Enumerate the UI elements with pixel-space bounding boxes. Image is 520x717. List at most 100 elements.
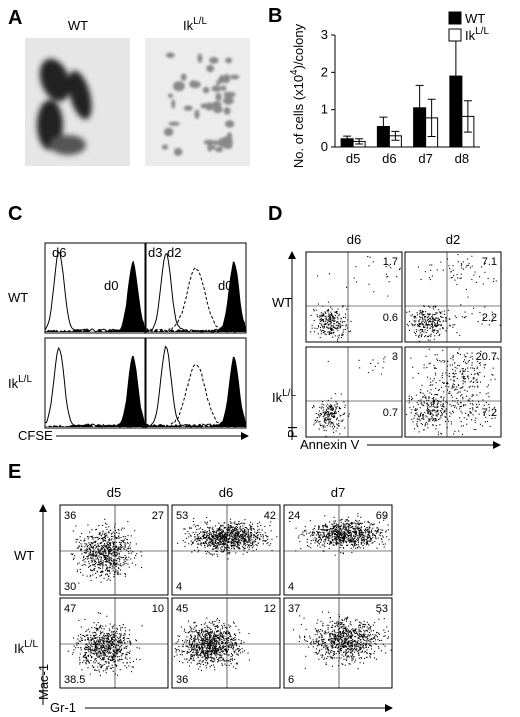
dot bbox=[345, 540, 347, 542]
dot bbox=[424, 329, 426, 331]
dot bbox=[92, 637, 94, 639]
dot bbox=[230, 542, 232, 544]
dot bbox=[120, 629, 122, 631]
dot bbox=[432, 326, 434, 328]
dot bbox=[197, 537, 199, 539]
dot bbox=[109, 633, 111, 635]
dot bbox=[84, 549, 86, 551]
dot bbox=[197, 525, 199, 527]
dot bbox=[422, 319, 424, 321]
dot bbox=[340, 524, 342, 526]
dot bbox=[206, 538, 208, 540]
dot bbox=[329, 421, 331, 423]
dot bbox=[465, 315, 467, 317]
dot bbox=[342, 553, 344, 555]
dot bbox=[173, 655, 175, 657]
dot bbox=[358, 538, 360, 540]
dot bbox=[377, 527, 379, 529]
dot bbox=[257, 537, 259, 539]
dot bbox=[74, 555, 76, 557]
dot bbox=[342, 523, 344, 525]
dot bbox=[241, 546, 243, 548]
dot bbox=[257, 525, 259, 527]
dot bbox=[222, 533, 224, 535]
dot bbox=[471, 355, 473, 357]
dot bbox=[98, 562, 100, 564]
dot bbox=[215, 548, 217, 550]
dot bbox=[211, 548, 213, 550]
dot bbox=[86, 548, 88, 550]
dot bbox=[99, 568, 101, 570]
dot bbox=[358, 546, 360, 548]
dot bbox=[328, 536, 330, 538]
dot bbox=[73, 637, 75, 639]
dot bbox=[124, 560, 126, 562]
dot bbox=[94, 560, 96, 562]
dot bbox=[355, 519, 357, 521]
dot bbox=[314, 537, 316, 539]
dot bbox=[323, 420, 325, 422]
dot bbox=[102, 636, 104, 638]
dot bbox=[436, 269, 438, 271]
dot bbox=[112, 647, 114, 649]
dot bbox=[337, 537, 339, 539]
dot bbox=[314, 419, 316, 421]
dot bbox=[450, 405, 452, 407]
dot bbox=[112, 631, 114, 633]
dot bbox=[93, 653, 95, 655]
dot bbox=[344, 532, 346, 534]
dot bbox=[333, 530, 335, 532]
dot bbox=[197, 637, 199, 639]
dot bbox=[454, 370, 456, 372]
dot bbox=[448, 324, 450, 326]
dot bbox=[128, 652, 130, 654]
dot bbox=[345, 525, 347, 527]
dot bbox=[465, 395, 467, 397]
dot bbox=[107, 633, 109, 635]
dot bbox=[356, 281, 358, 283]
dot bbox=[335, 528, 337, 530]
dot bbox=[420, 328, 422, 330]
dot bbox=[186, 650, 188, 652]
dot bbox=[445, 416, 447, 418]
dot bbox=[242, 531, 244, 533]
dot bbox=[234, 527, 236, 529]
dot bbox=[302, 531, 304, 533]
dot bbox=[80, 548, 82, 550]
dot bbox=[351, 522, 353, 524]
dot bbox=[220, 537, 222, 539]
dot bbox=[406, 311, 408, 313]
dot bbox=[369, 540, 371, 542]
dot bbox=[322, 329, 324, 331]
dot bbox=[216, 543, 218, 545]
dot bbox=[345, 325, 347, 327]
dot bbox=[320, 413, 322, 415]
dot bbox=[194, 538, 196, 540]
dot bbox=[108, 559, 110, 561]
dot bbox=[468, 415, 470, 417]
dot bbox=[319, 420, 321, 422]
dot bbox=[248, 539, 250, 541]
cell-cluster bbox=[205, 102, 214, 111]
dot bbox=[225, 664, 227, 666]
dot bbox=[343, 329, 345, 331]
dot bbox=[89, 536, 91, 538]
dot bbox=[225, 536, 227, 538]
dot bbox=[332, 526, 334, 528]
dot bbox=[107, 536, 109, 538]
dot bbox=[433, 338, 435, 340]
dot bbox=[326, 413, 328, 415]
dot bbox=[209, 545, 211, 547]
dot bbox=[93, 555, 95, 557]
dot bbox=[89, 631, 91, 633]
dot bbox=[453, 376, 455, 378]
dot bbox=[118, 641, 120, 643]
dot bbox=[87, 638, 89, 640]
dot bbox=[336, 531, 338, 533]
dot bbox=[205, 631, 207, 633]
dot bbox=[327, 399, 329, 401]
dot bbox=[91, 570, 93, 572]
dot bbox=[103, 663, 105, 665]
dot bbox=[346, 537, 348, 539]
dot bbox=[337, 533, 339, 535]
